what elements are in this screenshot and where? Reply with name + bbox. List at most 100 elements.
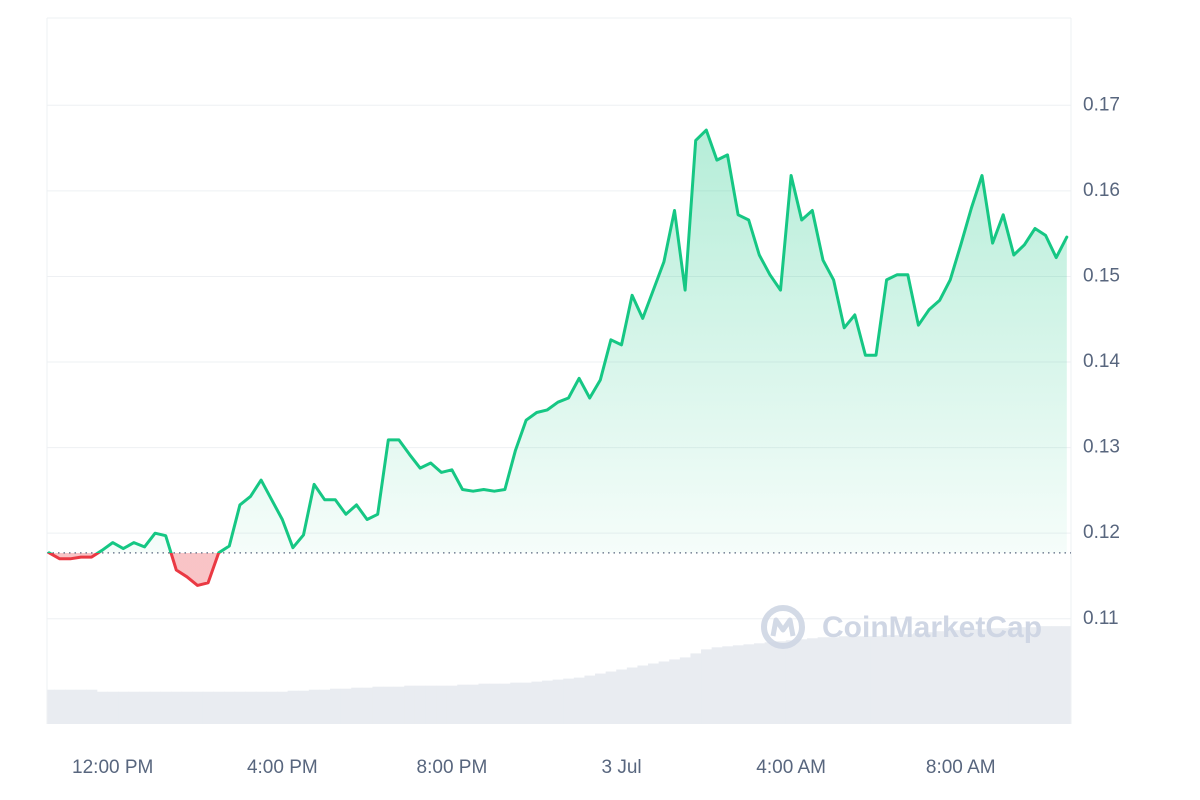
volume-bar [955, 630, 967, 724]
volume-bar [563, 678, 575, 724]
volume-bar [128, 691, 140, 724]
volume-bar [414, 685, 426, 724]
volume-bar [860, 636, 872, 724]
volume-bar [393, 686, 405, 724]
volume-bar [234, 691, 246, 724]
volume-bar [775, 641, 787, 724]
volume-bar [1040, 626, 1052, 724]
volume-bar [65, 689, 77, 724]
volume-bar [902, 634, 914, 724]
x-tick-label: 4:00 AM [756, 757, 826, 778]
volume-bar [467, 684, 479, 724]
volume-bar [139, 691, 151, 724]
volume-bar [807, 638, 819, 724]
volume-bar [298, 690, 310, 724]
y-tick-label: 0.17 [1083, 94, 1120, 115]
x-tick-label: 12:00 PM [72, 757, 153, 778]
volume-bar [701, 649, 713, 724]
volume-bar [202, 691, 214, 724]
volume-bar [372, 686, 384, 724]
volume-bar [637, 665, 649, 724]
volume-bar [330, 688, 342, 724]
volume-bar [149, 691, 161, 724]
volume-bar [944, 630, 956, 724]
y-tick-label: 0.15 [1083, 265, 1120, 286]
volume-bar [743, 644, 755, 724]
volume-bar [605, 671, 617, 724]
volume-bar [595, 673, 607, 724]
volume-bar [213, 691, 225, 724]
volume-bar [255, 691, 267, 724]
volume-bar [446, 685, 458, 724]
x-tick-label: 8:00 AM [926, 757, 996, 778]
volume-bar [319, 689, 331, 724]
volume-bar [224, 691, 236, 724]
volume-bar [245, 691, 257, 724]
volume-bar [976, 629, 988, 724]
x-tick-label: 4:00 PM [247, 757, 318, 778]
volume-bar [648, 663, 660, 724]
volume-bar [308, 689, 320, 724]
volume-bar [1029, 627, 1041, 724]
volume-bar [118, 691, 130, 724]
volume-bar [796, 639, 808, 724]
volume-bar [457, 684, 469, 724]
y-tick-label: 0.16 [1083, 180, 1120, 201]
volume-bar [817, 637, 829, 724]
volume-bar [616, 669, 628, 724]
y-tick-label: 0.13 [1083, 437, 1120, 458]
volume-bar [870, 636, 882, 724]
volume-bar [690, 653, 702, 724]
volume-bar [542, 680, 554, 724]
volume-bar [383, 686, 395, 724]
volume-bar [510, 682, 522, 724]
y-tick-label: 0.12 [1083, 522, 1120, 543]
volume-bar [722, 646, 734, 724]
volume-bar [181, 691, 193, 724]
volume-bar [266, 691, 278, 724]
volume-bar [891, 635, 903, 724]
volume-bar [626, 667, 638, 724]
watermark-logo [761, 605, 805, 649]
volume-bar [160, 691, 172, 724]
volume-bar [987, 628, 999, 724]
volume-bar [340, 688, 352, 724]
volume-bar [669, 659, 681, 724]
volume-bar [47, 689, 55, 724]
volume-bar [1061, 626, 1071, 724]
volume-bar [351, 687, 363, 724]
volume-bar [881, 635, 893, 724]
volume-bar [573, 677, 585, 724]
volume-bar [679, 657, 691, 724]
y-tick-label: 0.14 [1083, 351, 1120, 372]
volume-bar [531, 681, 543, 724]
volume-bar [1050, 626, 1062, 724]
volume-bar [732, 645, 744, 724]
volume-bar [436, 685, 448, 724]
volume-bar [997, 628, 1009, 724]
volume-bar [54, 689, 66, 724]
x-tick-label: 3 Jul [601, 757, 641, 778]
volume-bar [478, 683, 490, 724]
price-line [47, 128, 1069, 587]
y-tick-label: 0.11 [1083, 608, 1119, 629]
volume-bar [849, 636, 861, 724]
volume-bar [499, 683, 511, 724]
volume-bar [658, 661, 670, 724]
volume-bar [361, 687, 373, 724]
volume-bar [107, 691, 119, 724]
volume-bar [192, 691, 204, 724]
price-area [49, 130, 1067, 586]
volume-bar [277, 691, 289, 724]
volume-bar [552, 679, 564, 724]
volume-bar [966, 629, 978, 724]
volume-bar [489, 683, 501, 724]
volume-bar [86, 689, 98, 724]
volume-bar [404, 685, 416, 724]
volume-bar [520, 682, 532, 724]
volume-bar [425, 685, 437, 724]
volume-bar [1019, 627, 1031, 724]
volume-bar [287, 690, 299, 724]
